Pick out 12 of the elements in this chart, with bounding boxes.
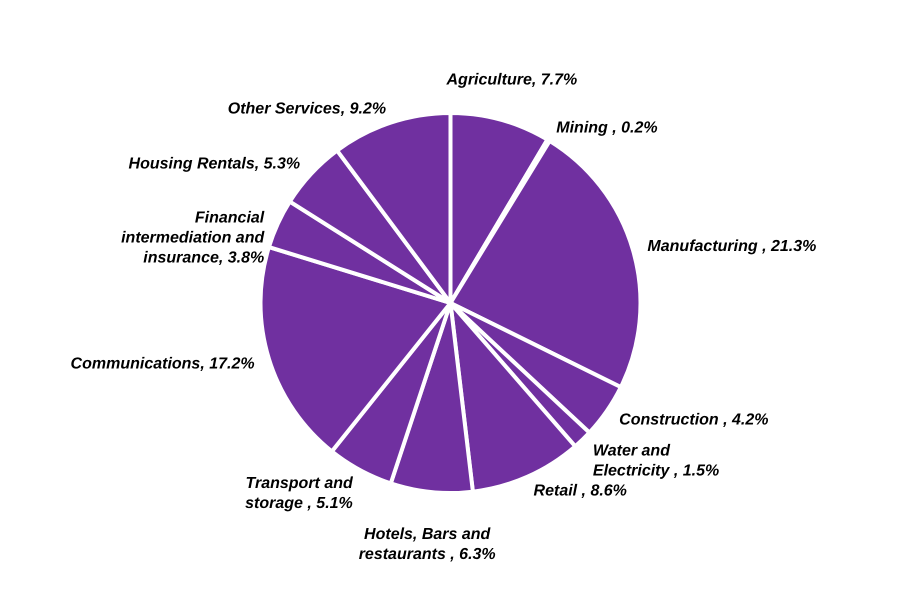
slice-label: Financial intermediation and insurance, 3.8% — [121, 209, 266, 266]
slice-label: Water and Electricity , 1.5% — [592, 442, 720, 480]
slice-label: Retail , 8.6% — [534, 482, 627, 500]
slice-label: Manufacturing , 21.3% — [647, 238, 816, 256]
slice-label: Transport and storage , 5.1% — [245, 475, 354, 512]
slice-label: Other Services, 9.2% — [228, 100, 386, 118]
slice-label: Agriculture, 7.7% — [445, 71, 578, 88]
slice-label: Construction , 4.2% — [619, 412, 769, 429]
slice-label: Hotels, Bars and restaurants , 6.3% — [358, 526, 496, 563]
slice-label: Housing Rentals, 5.3% — [128, 156, 300, 173]
slice-label: Communications, 17.2% — [70, 355, 255, 372]
slice-label: Mining , 0.2% — [556, 119, 658, 136]
